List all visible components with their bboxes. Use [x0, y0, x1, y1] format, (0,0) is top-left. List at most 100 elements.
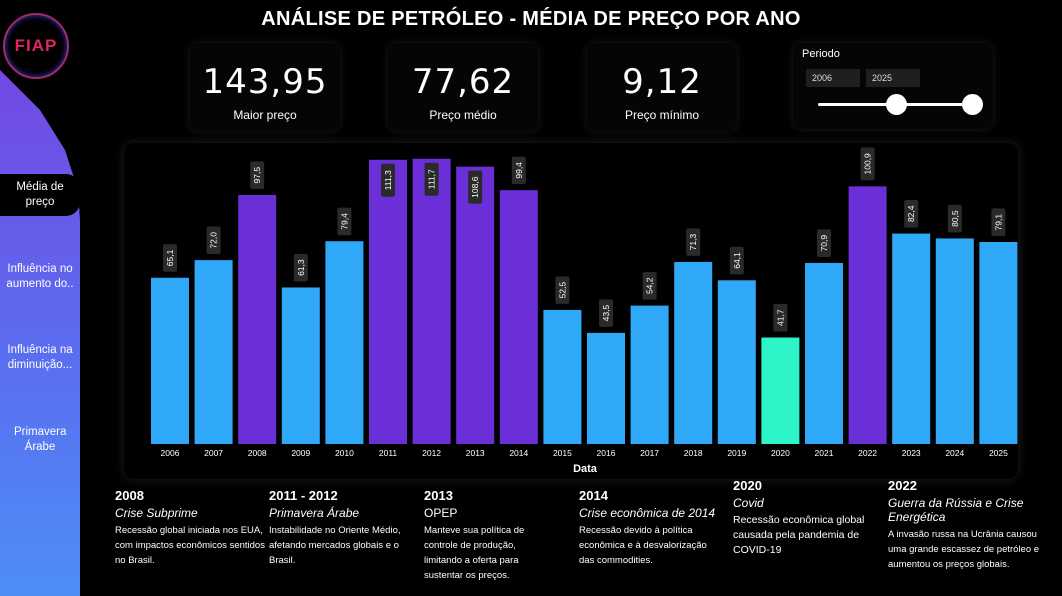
bar-2017[interactable] — [630, 305, 669, 444]
data-label-2017: 54,2 — [642, 271, 657, 300]
bar-2022[interactable] — [848, 186, 887, 444]
price-bar-chart: 65,1 2006 72,0 2007 97,5 2008 61,3 2009 79,4 2010… — [151, 147, 1018, 475]
data-label-bg — [337, 207, 352, 236]
bar-2021[interactable] — [805, 262, 843, 444]
event-name: Covid — [733, 496, 764, 510]
x-tick-2011: 2011 — [379, 448, 398, 458]
event-description: Instabilidade no Oriente Médio, afetando… — [269, 525, 401, 566]
data-label-2010: 79,4 — [337, 207, 352, 236]
bar-2025[interactable] — [979, 242, 1018, 444]
page-title: ANÁLISE DE PETRÓLEO - MÉDIA DE PREÇO POR… — [261, 8, 801, 30]
data-label-text: 111,7 — [427, 169, 437, 189]
x-tick-2016: 2016 — [597, 448, 616, 458]
data-label-text: 99,4 — [514, 162, 524, 179]
bar-2006[interactable] — [151, 277, 189, 444]
data-label-text: 79,1 — [993, 214, 1003, 231]
data-label-2011: 111,3 — [381, 163, 395, 197]
data-label-text: 52,5 — [557, 282, 567, 299]
x-tick-2012: 2012 — [422, 448, 441, 458]
x-tick-2014: 2014 — [509, 448, 528, 458]
data-label-bg — [555, 276, 570, 304]
bar-2013[interactable] — [456, 166, 495, 445]
x-tick-2020: 2020 — [771, 448, 790, 458]
data-label-bg — [293, 253, 308, 282]
bar-2024[interactable] — [935, 238, 974, 444]
bar-2018[interactable] — [674, 261, 713, 444]
event-year: 2011 - 2012 — [269, 488, 338, 503]
event-year: 2020 — [733, 478, 762, 493]
x-tick-2023: 2023 — [902, 448, 921, 458]
data-label-bg — [904, 199, 919, 228]
data-label-text: 43,5 — [601, 305, 611, 322]
event-name: Crise econômica de 2014 — [579, 506, 716, 520]
bar-2016[interactable] — [587, 332, 625, 444]
event-name: OPEP — [424, 506, 458, 520]
data-label-bg — [817, 229, 831, 257]
sidebar-item-influencia-diminuicao[interactable]: Influência na diminuição... — [0, 343, 80, 373]
data-label-text: 80,5 — [950, 210, 960, 227]
data-label-bg — [947, 204, 962, 233]
data-label-bg — [599, 299, 613, 327]
data-label-text: 79,4 — [339, 213, 349, 230]
x-axis-label: Data — [573, 463, 598, 475]
data-label-2006: 65,1 — [163, 244, 177, 272]
bar-2015[interactable] — [543, 309, 582, 444]
kpi-label: Maior preço — [233, 108, 297, 122]
data-label-2025: 79,1 — [991, 208, 1006, 237]
bar-2010[interactable] — [325, 241, 364, 444]
x-tick-2006: 2006 — [161, 448, 180, 458]
bar-2011[interactable] — [369, 159, 407, 444]
sidebar-item-label: Primavera Árabe — [14, 426, 67, 453]
data-label-2022: 100,9 — [860, 147, 875, 181]
logo-text: FIAP — [14, 36, 58, 55]
bar-2007[interactable] — [194, 260, 233, 444]
data-label-bg — [424, 162, 439, 196]
data-label-2024: 80,5 — [947, 204, 962, 233]
data-label-text: 72,0 — [209, 232, 219, 249]
bar-2020[interactable] — [761, 337, 800, 444]
x-tick-2013: 2013 — [466, 448, 485, 458]
sidebar-item-influencia-aumento[interactable]: Influência no aumento do.. — [0, 262, 80, 292]
sidebar-item-label: Média de preço — [16, 181, 64, 208]
data-label-2015: 52,5 — [555, 276, 570, 304]
bar-2008[interactable] — [238, 195, 277, 444]
fiap-logo: FIAP — [3, 13, 69, 79]
sidebar-item-media-preco[interactable]: Média de preço — [0, 174, 80, 216]
x-tick-2024: 2024 — [945, 448, 964, 458]
event-year: 2014 — [579, 488, 608, 503]
data-label-2019: 64,1 — [729, 246, 744, 275]
bar-2019[interactable] — [717, 280, 756, 444]
data-label-text: 111,3 — [383, 170, 393, 190]
x-tick-2021: 2021 — [815, 448, 834, 458]
sidebar-item-primavera-arabe[interactable]: Primavera Árabe — [0, 425, 80, 455]
kpi-card-min-price: 9,12 Preço mínimo — [587, 43, 737, 131]
data-label-bg — [729, 246, 744, 275]
bar-2014[interactable] — [499, 190, 538, 444]
data-label-2007: 72,0 — [206, 226, 221, 255]
timeline-event-2013: 2013 OPEP Manteve sua política de contro… — [424, 488, 544, 583]
data-label-bg — [511, 156, 526, 185]
timeline-event-2022: 2022 Guerra da Rússia e Crise Energética… — [888, 478, 1048, 572]
bar-2009[interactable] — [281, 287, 320, 444]
x-tick-2017: 2017 — [640, 448, 659, 458]
data-label-2009: 61,3 — [293, 253, 308, 282]
sidebar — [0, 70, 80, 596]
bar-2023[interactable] — [892, 233, 931, 444]
bar-2012[interactable] — [412, 158, 451, 445]
data-label-text: 108,6 — [470, 176, 480, 198]
period-label: Periodo — [802, 48, 840, 60]
period-start-input[interactable]: 2006 — [806, 69, 860, 87]
kpi-value: 143,95 — [202, 62, 328, 102]
data-label-text: 54,2 — [645, 277, 655, 294]
sidebar-item-label: Influência na diminuição... — [7, 344, 73, 371]
period-slider-end-handle[interactable] — [962, 94, 983, 115]
period-slider-start-handle[interactable] — [886, 94, 907, 115]
data-label-text: 70,9 — [819, 235, 829, 252]
x-tick-2025: 2025 — [989, 448, 1008, 458]
event-year: 2008 — [115, 488, 144, 503]
data-label-bg — [206, 226, 221, 255]
data-label-text: 65,1 — [165, 249, 175, 266]
event-description: Recessão global iniciada nos EUA, com im… — [115, 525, 265, 566]
event-description: A invasão russa na Ucrânia causou uma gr… — [888, 529, 1040, 570]
period-end-input[interactable]: 2025 — [866, 69, 920, 87]
